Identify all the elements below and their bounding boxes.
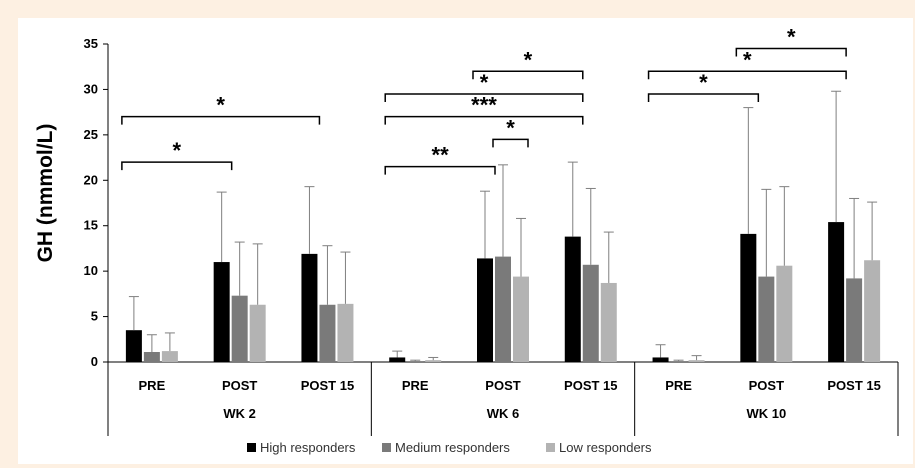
significance-bracket xyxy=(472,70,584,80)
significance-label: * xyxy=(480,70,489,95)
legend-swatch xyxy=(382,443,391,452)
bar xyxy=(740,233,757,362)
group-label: WK 2 xyxy=(223,406,256,421)
significance-bracket xyxy=(492,138,529,148)
legend-label: Medium responders xyxy=(395,440,510,455)
significance-label: * xyxy=(524,47,533,72)
significance-bracket xyxy=(121,161,233,171)
significance-label: * xyxy=(216,93,225,118)
group-label: WK 10 xyxy=(746,406,786,421)
bar xyxy=(301,253,318,362)
significance-label: * xyxy=(699,70,708,95)
bar xyxy=(495,256,511,362)
gh-bar-chart: GH (nmmol/L) 0 5 10 15 20 25 30 35 PRE POST POST 1… xyxy=(34,25,899,455)
significance-label: * xyxy=(506,115,515,140)
category-label: POST xyxy=(485,378,520,393)
chart-panel: GH (nmmol/L) 0 5 10 15 20 25 30 35 PRE POST POST 1… xyxy=(18,18,913,464)
bar xyxy=(249,304,266,362)
bar xyxy=(125,330,142,362)
bar xyxy=(319,304,336,362)
category-label: PRE xyxy=(665,378,692,393)
legend-label: Low responders xyxy=(559,440,652,455)
y-tick-label: 35 xyxy=(84,36,98,51)
group-label: WK 6 xyxy=(487,406,520,421)
y-tick-label: 15 xyxy=(84,218,98,233)
category-label: PRE xyxy=(139,378,166,393)
bar xyxy=(652,357,669,362)
legend-label: High responders xyxy=(260,440,356,455)
bar xyxy=(864,260,881,362)
category-label: POST xyxy=(222,378,257,393)
plot-area: 0 5 10 15 20 25 30 35 PRE POST POST 15 WK 2 PRE POST P… xyxy=(84,25,899,436)
bar xyxy=(337,303,354,362)
category-label: POST 15 xyxy=(564,378,617,393)
significance-bracket xyxy=(647,93,760,102)
significance-bracket xyxy=(384,93,584,102)
category-label: POST xyxy=(749,378,784,393)
significance-bracket xyxy=(121,115,321,125)
significance-bracket xyxy=(384,115,584,125)
category-label: PRE xyxy=(402,378,429,393)
legend-swatch xyxy=(247,443,256,452)
significance-label: ** xyxy=(432,143,450,168)
legend-swatch xyxy=(546,443,555,452)
y-tick-label: 5 xyxy=(91,309,98,324)
bar xyxy=(389,357,406,362)
y-tick-label: 20 xyxy=(84,172,98,187)
bar xyxy=(582,264,599,362)
bar xyxy=(828,222,845,362)
bar xyxy=(477,258,493,362)
bar xyxy=(513,276,529,362)
significance-bracket xyxy=(735,47,847,57)
y-axis-label: GH (nmmol/L) xyxy=(34,124,57,263)
bar xyxy=(776,265,793,362)
category-label: POST 15 xyxy=(827,378,880,393)
significance-label: * xyxy=(172,138,181,163)
significance-label: * xyxy=(787,25,796,50)
bar xyxy=(425,360,442,362)
bar xyxy=(670,361,687,362)
bar xyxy=(600,282,617,362)
significance-bracket xyxy=(384,165,496,175)
bar xyxy=(213,262,230,362)
bar xyxy=(407,361,424,362)
bar xyxy=(758,276,775,362)
y-tick-label: 0 xyxy=(91,354,98,369)
bar xyxy=(161,351,178,362)
bar xyxy=(564,236,581,362)
bar xyxy=(231,295,248,362)
bar xyxy=(143,352,160,362)
bar xyxy=(846,278,863,362)
legend: High responders Medium responders Low resp… xyxy=(247,440,652,455)
bar xyxy=(688,360,705,362)
y-tick-label: 30 xyxy=(84,81,98,96)
significance-bracket xyxy=(647,70,847,80)
category-label: POST 15 xyxy=(301,378,354,393)
significance-label: *** xyxy=(471,93,497,118)
y-tick-label: 10 xyxy=(84,263,98,278)
y-tick-label: 25 xyxy=(84,127,98,142)
significance-label: * xyxy=(743,47,752,72)
